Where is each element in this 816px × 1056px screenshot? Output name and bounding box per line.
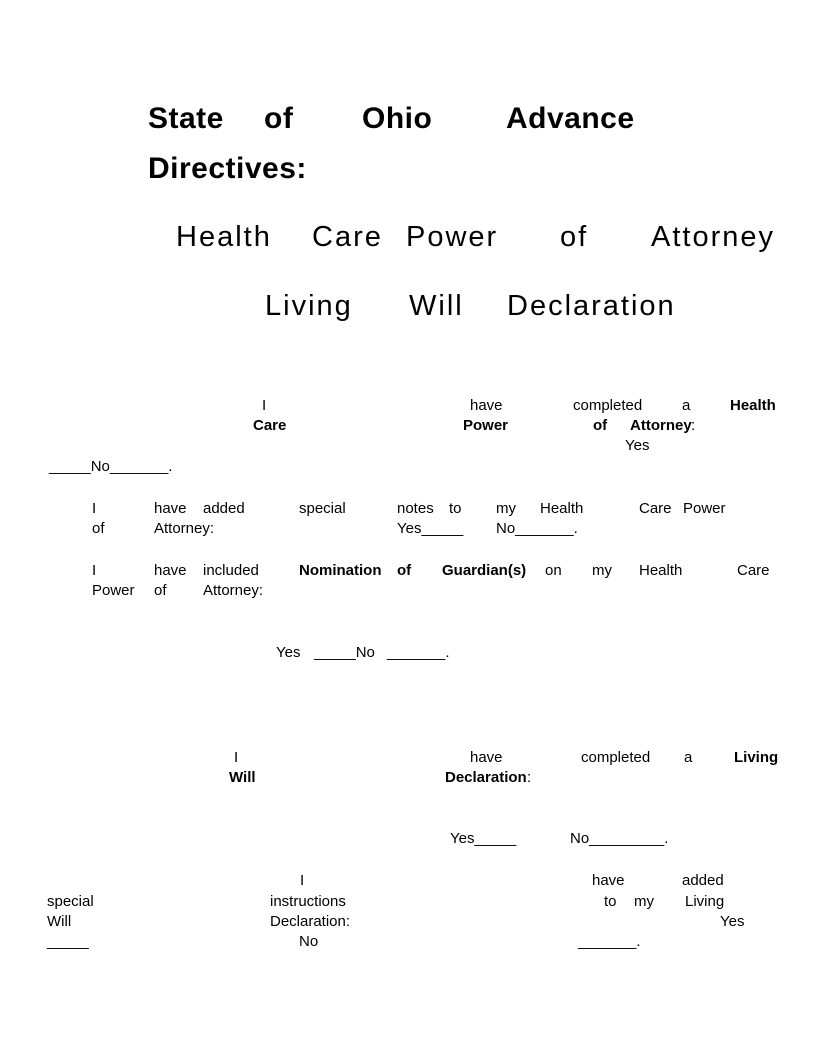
living-will-line-2-word: Will <box>229 769 256 786</box>
guardian-yesno-line-word: _____No <box>314 644 375 661</box>
living-will-line-1-word: a <box>684 749 693 766</box>
guardian-line-2-word: Power <box>92 582 135 599</box>
special-notes-line-1-word: my <box>496 500 516 517</box>
special-notes-line-2-word: Attorney: <box>154 520 215 537</box>
hcpoa-completed-line-1-word: I <box>262 397 267 414</box>
special-notes-line-1-word: have <box>154 500 187 517</box>
living-will-notes-line-2-word: my <box>634 893 654 910</box>
special-notes-line-2-word: No_______. <box>496 520 578 537</box>
living-will-line-1-word: I <box>234 749 239 766</box>
living-will-notes-line-1-word: added <box>682 872 724 889</box>
subheading-line-1-word: Attorney <box>651 221 775 253</box>
guardian-line-1-word: Health <box>639 562 683 579</box>
hcpoa-completed-line-2-word: Attorney <box>630 417 692 434</box>
guardian-line-2-word: Attorney: <box>203 582 264 599</box>
hcpoa-completed-line-1-word: Health <box>730 397 776 414</box>
guardian-line-1-word: on <box>545 562 562 579</box>
heading-line-1-word: Advance <box>506 102 635 135</box>
living-will-line-1-word: have <box>470 749 503 766</box>
hcpoa-completed-line-2-word: Power <box>463 417 509 434</box>
heading-line-2-word: Directives: <box>148 152 307 185</box>
subheading-line-2-word: Will <box>409 290 464 322</box>
living-will-notes-line-1-word: I <box>300 872 305 889</box>
hcpoa-completed-line-2-word: Care <box>253 417 287 434</box>
guardian-line-2-word: of <box>154 582 167 599</box>
living-will-notes-line-2-word: to <box>604 893 617 910</box>
subheading-line-1-word: Care <box>312 221 383 253</box>
subheading-line-1-word: Health <box>176 221 272 253</box>
living-will-notes-line-4-word: _____ <box>47 933 89 950</box>
guardian-yesno-line-word: Yes <box>276 644 301 661</box>
living-will-notes-line-4-word: _______. <box>578 933 641 950</box>
living-will-yesno-line-word: Yes_____ <box>450 830 517 847</box>
special-notes-line-1-word: to <box>449 500 462 517</box>
hcpoa-completed-line-2-word: : <box>691 417 696 434</box>
heading-line-1-word: Ohio <box>362 102 433 135</box>
living-will-yesno-line-word: No_________. <box>570 830 669 847</box>
hcpoa-completed-line-1-word: completed <box>573 397 643 414</box>
living-will-notes-line-4-word: No <box>299 933 319 950</box>
special-notes-line-1-word: notes <box>397 500 434 517</box>
heading-line-1-word: State <box>148 102 224 135</box>
guardian-line-1-word: Nomination <box>299 562 382 579</box>
living-will-notes-line-2-word: instructions <box>270 893 346 910</box>
subheading-line-2-word: Declaration <box>507 290 676 322</box>
guardian-line-1-word: Care <box>737 562 770 579</box>
guardian-yesno-line-word: _______. <box>387 644 450 661</box>
guardian-line-1-word: of <box>397 562 412 579</box>
living-will-notes-line-3-word: Will <box>47 913 72 930</box>
living-will-notes-line-2-word: Living <box>685 893 725 910</box>
special-notes-line-2-word: of <box>92 520 105 537</box>
living-will-notes-line-3-word: Declaration: <box>270 913 351 930</box>
guardian-line-1-word: have <box>154 562 187 579</box>
living-will-line-2-word: : <box>527 769 532 786</box>
hcpoa-completed-line-3-word: Yes <box>625 437 650 454</box>
special-notes-line-1-word: I <box>92 500 97 517</box>
heading-line-1-word: of <box>264 102 294 135</box>
living-will-line-1-word: completed <box>581 749 651 766</box>
subheading-line-1-word: Power <box>406 221 499 253</box>
hcpoa-completed-line-4-word: _____No_______. <box>49 458 173 475</box>
living-will-notes-line-1-word: have <box>592 872 625 889</box>
guardian-line-1-word: I <box>92 562 97 579</box>
guardian-line-1-word: Guardian(s) <box>442 562 527 579</box>
subheading-line-2-word: Living <box>265 290 353 322</box>
living-will-line-2-word: Declaration <box>445 769 527 786</box>
special-notes-line-1-word: Care <box>639 500 672 517</box>
hcpoa-completed-line-1-word: have <box>470 397 503 414</box>
special-notes-line-1-word: Power <box>683 500 726 517</box>
hcpoa-completed-line-1-word: a <box>682 397 691 414</box>
living-will-notes-line-2-word: special <box>47 893 94 910</box>
guardian-line-1-word: my <box>592 562 612 579</box>
living-will-notes-line-3-word: Yes <box>720 913 745 930</box>
living-will-line-1-word: Living <box>734 749 779 766</box>
special-notes-line-1-word: special <box>299 500 346 517</box>
guardian-line-1-word: included <box>203 562 259 579</box>
special-notes-line-1-word: added <box>203 500 245 517</box>
special-notes-line-1-word: Health <box>540 500 584 517</box>
hcpoa-completed-line-2-word: of <box>593 417 608 434</box>
subheading-line-1-word: of <box>560 221 589 253</box>
special-notes-line-2-word: Yes_____ <box>397 520 464 537</box>
